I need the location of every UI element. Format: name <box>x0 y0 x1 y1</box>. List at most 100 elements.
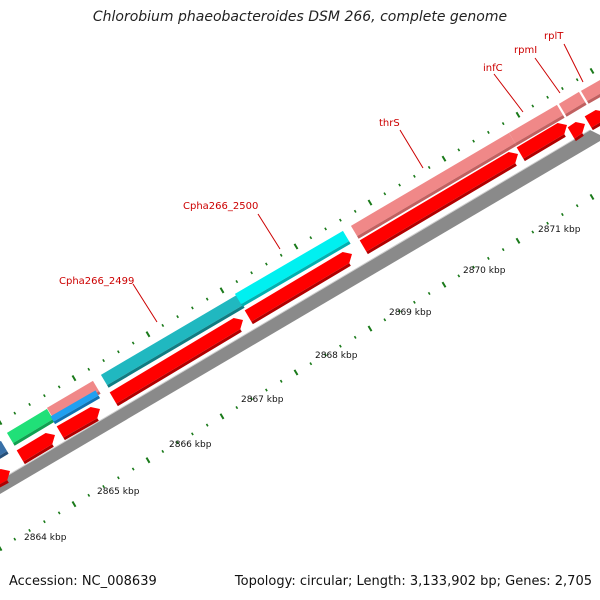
outer-tick-16 <box>235 406 239 410</box>
inner-tick-37 <box>546 95 549 99</box>
scale-label-2866: 2866 kbp <box>169 440 212 450</box>
gene-label-infc[interactable]: infC <box>483 63 503 74</box>
gene-bar-1 <box>6 408 55 446</box>
scale-labels: 2864 kbp 2865 kbp 2866 kbp 2867 kbp 2868… <box>24 225 581 543</box>
genome-stats-text: Topology: circular; Length: 3,133,902 bp… <box>234 574 592 589</box>
outer-tick-15 <box>219 413 225 420</box>
inner-tick-39 <box>575 78 579 82</box>
gene-bar-6 <box>508 104 565 146</box>
outer-tick-6 <box>87 493 91 497</box>
cds-arrow-0 <box>0 468 10 488</box>
backbone <box>0 129 600 494</box>
inner-tick-28 <box>413 174 416 178</box>
gene-labels: Cpha266_2499 Cpha266_2500 thrS infC rpmI… <box>59 31 564 287</box>
outer-tick-0 <box>0 546 3 552</box>
gene-bar-8 <box>580 79 600 104</box>
scale-label-2868: 2868 kbp <box>315 351 358 361</box>
inner-tick-30 <box>441 155 447 162</box>
inner-tick-6 <box>87 367 91 371</box>
inner-tick-34 <box>501 122 505 126</box>
outer-tick-5 <box>71 501 77 508</box>
inner-tick-27 <box>398 183 401 187</box>
outer-tick-10 <box>145 457 151 464</box>
outer-tick-12 <box>176 441 179 445</box>
inner-tick-12 <box>176 315 179 319</box>
inner-tick-36 <box>531 104 535 108</box>
gene-label-thrs[interactable]: thrS <box>379 118 400 129</box>
outer-tick-31 <box>457 274 461 278</box>
gene-label-cpha266-2500[interactable]: Cpha266_2500 <box>183 201 258 212</box>
outer-tick-37 <box>546 221 549 225</box>
outer-tick-27 <box>398 309 401 313</box>
outer-tick-7 <box>102 484 105 489</box>
cds-arrow-1 <box>16 432 55 465</box>
inner-tick-38 <box>561 86 564 91</box>
gene-label-cpha266-2499[interactable]: Cpha266_2499 <box>59 276 134 287</box>
inner-tick-11 <box>161 323 165 328</box>
inner-tick-31 <box>457 148 461 152</box>
outer-tick-18 <box>265 388 268 392</box>
gene-track <box>0 79 600 459</box>
inner-tick-18 <box>265 262 268 266</box>
cds-arrow-8 <box>584 109 600 131</box>
inner-tick-13 <box>191 306 194 310</box>
outer-tick-8 <box>117 476 120 480</box>
inner-tick-9 <box>131 341 135 345</box>
map-title: Chlorobium phaeobacteroides DSM 266, com… <box>92 9 508 25</box>
cds-arrow-5 <box>359 151 518 255</box>
gene-bar-3 <box>100 294 245 388</box>
outer-tick-11 <box>161 449 165 454</box>
scale-ticks <box>0 67 595 552</box>
inner-tick-33 <box>487 130 490 134</box>
outer-tick-22 <box>324 353 327 357</box>
outer-tick-30 <box>441 281 447 288</box>
outer-tick-14 <box>205 423 209 427</box>
outer-tick-28 <box>413 300 416 304</box>
outer-tick-17 <box>250 397 253 401</box>
outer-tick-1 <box>13 537 17 541</box>
cds-arrow-6 <box>516 122 567 162</box>
outer-tick-4 <box>57 511 61 515</box>
outer-tick-19 <box>279 379 283 383</box>
cds-arrow-2 <box>56 406 100 441</box>
inner-tick-8 <box>117 350 120 354</box>
outer-tick-38 <box>561 212 564 217</box>
inner-tick-25 <box>367 199 373 206</box>
scale-label-2864: 2864 kbp <box>24 533 67 543</box>
gene-bar-blue <box>50 390 101 425</box>
outer-tick-9 <box>131 467 135 471</box>
outer-tick-33 <box>487 256 490 260</box>
outer-tick-39 <box>575 204 579 208</box>
outer-tick-32 <box>472 265 475 269</box>
inner-tick-19 <box>279 253 283 257</box>
cds-arrow-7 <box>567 121 585 142</box>
scale-label-2869: 2869 kbp <box>389 308 432 318</box>
inner-tick-0 <box>0 420 3 426</box>
inner-tick-16 <box>235 280 239 284</box>
label-leaders <box>132 43 584 323</box>
gene-label-rplt[interactable]: rplT <box>544 31 564 42</box>
outer-tick-35 <box>515 237 521 244</box>
inner-tick-21 <box>309 236 313 240</box>
cds-arrow-4 <box>244 251 352 325</box>
scale-label-2865: 2865 kbp <box>97 487 140 497</box>
inner-tick-32 <box>472 139 475 143</box>
gene-bar-5 <box>350 132 517 239</box>
outer-tick-13 <box>191 432 194 436</box>
inner-tick-4 <box>57 385 61 389</box>
gene-label-rpmi[interactable]: rpmI <box>514 45 537 56</box>
outer-tick-23 <box>339 344 342 348</box>
inner-tick-29 <box>427 165 431 170</box>
inner-tick-40 <box>589 67 595 75</box>
outer-tick-2 <box>28 528 31 533</box>
inner-tick-3 <box>43 394 46 398</box>
outer-tick-40 <box>589 193 595 201</box>
cds-arrow-3 <box>109 317 243 407</box>
cds-track <box>0 109 600 488</box>
inner-tick-23 <box>339 218 342 222</box>
scale-label-2871: 2871 kbp <box>538 225 581 235</box>
inner-tick-1 <box>13 411 17 415</box>
outer-tick-34 <box>501 248 505 252</box>
inner-tick-7 <box>102 358 105 363</box>
